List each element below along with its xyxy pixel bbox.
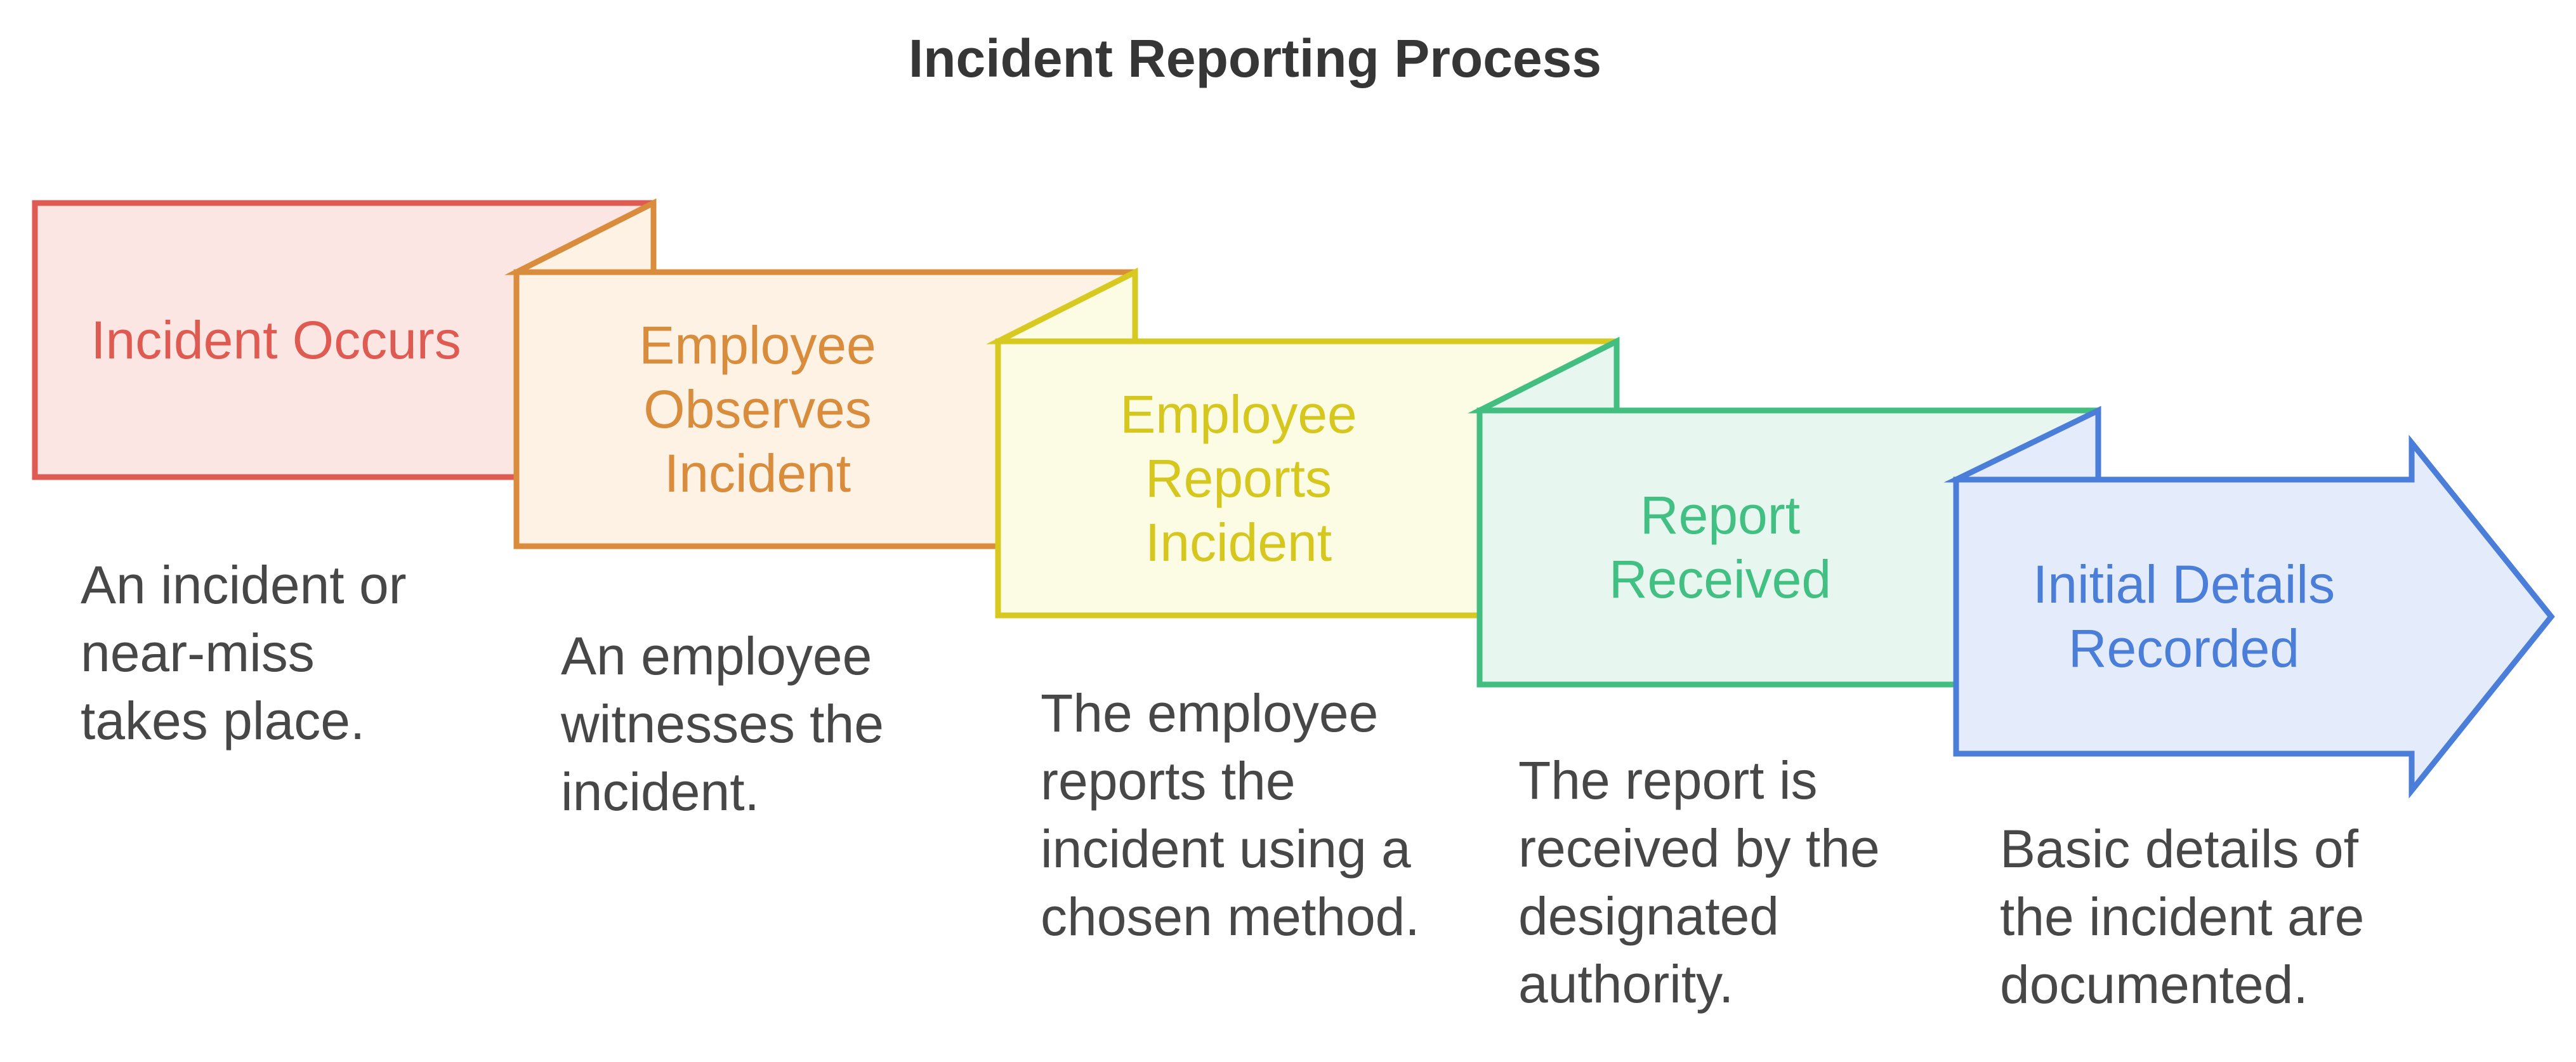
- step-5-fold-icon: [1943, 405, 2101, 483]
- step-5-description: Basic details of the incident are docume…: [2000, 819, 2365, 1014]
- page-title: Incident Reporting Process: [908, 29, 1602, 88]
- step-1-description: An incident or near-miss takes place.: [81, 555, 407, 751]
- step-3-description: The employee reports the incident using …: [1041, 683, 1420, 947]
- step-5-label: Initial Details Recorded: [2032, 554, 2336, 678]
- step-3-label: Employee Reports Incident: [1120, 384, 1357, 572]
- step-2-fold-icon: [504, 198, 657, 275]
- step-5-arrow: [1953, 435, 2555, 799]
- step-4-fold-icon: [1468, 336, 1620, 414]
- step-4-label: Report Received: [1608, 485, 1832, 609]
- step-3-fold-icon: [986, 267, 1138, 344]
- step-1-label: Incident Occurs: [91, 310, 461, 370]
- step-4-description: The report is received by the designated…: [1518, 751, 1880, 1014]
- step-2-description: An employee witnesses the incident.: [561, 626, 884, 822]
- step-2-label: Employee Observes Incident: [639, 315, 876, 503]
